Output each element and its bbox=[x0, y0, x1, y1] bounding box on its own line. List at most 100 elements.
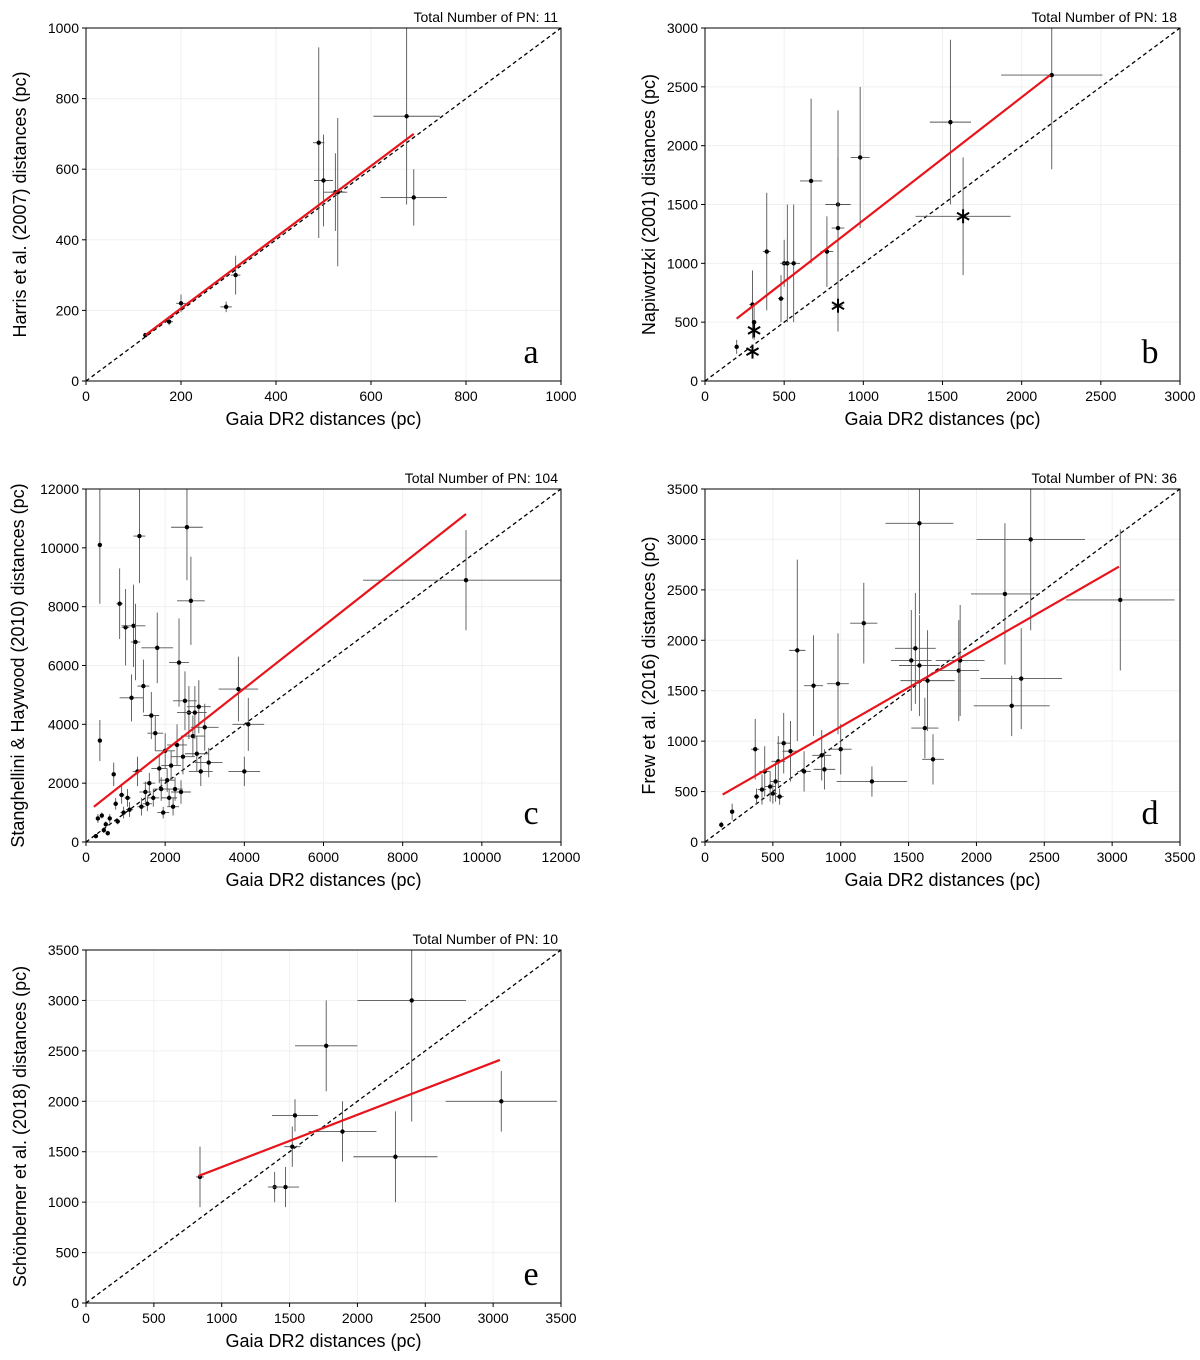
point-marker bbox=[192, 710, 198, 715]
data-point-c-24 bbox=[137, 659, 150, 713]
data-point-d-11 bbox=[776, 712, 791, 774]
data-point-c-37 bbox=[161, 789, 178, 807]
point-marker bbox=[153, 730, 158, 736]
point-marker bbox=[97, 738, 103, 743]
point-marker bbox=[778, 296, 784, 301]
y-tick-label: 4000 bbox=[48, 716, 79, 732]
y-tick-label: 1500 bbox=[667, 683, 698, 699]
point-marker bbox=[861, 620, 866, 626]
data-point-c-3 bbox=[97, 489, 103, 604]
plot-area bbox=[705, 28, 1180, 381]
data-point-d-6 bbox=[764, 771, 776, 802]
point-marker bbox=[164, 778, 170, 783]
y-tick-label: 2500 bbox=[48, 1043, 79, 1059]
total-count-label: Total Number of PN: 11 bbox=[414, 9, 559, 25]
point-marker bbox=[808, 178, 814, 184]
point-marker bbox=[1049, 72, 1054, 78]
x-axis-title: Gaia DR2 distances (pc) bbox=[225, 409, 421, 429]
data-point-d-20 bbox=[850, 582, 878, 664]
data-point-c-51 bbox=[184, 736, 209, 772]
star-point-b-3 bbox=[915, 157, 1011, 276]
fit-line bbox=[93, 513, 467, 808]
point-marker bbox=[174, 742, 180, 748]
data-point-c-48 bbox=[177, 556, 205, 645]
point-marker bbox=[869, 779, 875, 784]
total-count-label: Total Number of PN: 36 bbox=[1031, 470, 1177, 486]
data-point-d-21 bbox=[836, 766, 908, 797]
data-point-c-6 bbox=[103, 821, 108, 828]
data-point-c-33 bbox=[153, 777, 170, 801]
y-tick-label: 3500 bbox=[667, 481, 698, 497]
point-marker bbox=[838, 747, 843, 752]
data-point-d-8 bbox=[770, 761, 781, 802]
point-marker bbox=[909, 658, 914, 663]
point-marker bbox=[404, 114, 409, 119]
one-to-one-line bbox=[86, 489, 561, 842]
data-point-d-3 bbox=[753, 788, 760, 805]
data-point-c-56 bbox=[218, 656, 259, 722]
point-marker bbox=[176, 660, 182, 665]
point-marker bbox=[206, 760, 211, 765]
data-point-d-25 bbox=[885, 489, 954, 615]
y-tick-label: 0 bbox=[71, 373, 79, 389]
point-marker bbox=[770, 791, 776, 796]
point-marker bbox=[719, 822, 724, 828]
x-tick-label: 0 bbox=[82, 1310, 90, 1326]
data-point-d-23 bbox=[895, 592, 936, 704]
point-marker bbox=[801, 769, 807, 774]
data-point-c-20 bbox=[130, 603, 141, 681]
fit-line bbox=[144, 133, 415, 336]
y-tick-label: 2000 bbox=[48, 1093, 79, 1109]
point-marker bbox=[1002, 591, 1008, 597]
axes-frame bbox=[85, 27, 562, 382]
point-marker bbox=[107, 816, 112, 821]
chart-panel-c: 0 2000 4000 6000 8000 10000 12000 0 2000 4000 6000… bbox=[8, 470, 581, 890]
point-marker bbox=[160, 810, 166, 815]
data-point-a-4 bbox=[230, 255, 241, 295]
y-tick-label: 8000 bbox=[48, 599, 79, 615]
y-tick-label: 600 bbox=[56, 161, 80, 177]
axes-frame bbox=[704, 488, 1181, 843]
data-point-c-0 bbox=[93, 833, 99, 839]
x-tick-label: 0 bbox=[82, 388, 90, 404]
x-tick-label: 0 bbox=[701, 388, 709, 404]
data-point-d-26 bbox=[911, 697, 939, 759]
x-tick-label: 2000 bbox=[1006, 388, 1037, 404]
point-marker bbox=[125, 795, 130, 801]
y-tick-label: 1500 bbox=[667, 197, 698, 213]
chart-panel-b: 0 500 1000 1500 2000 2500 3000 0 500 1000 1500 2000… bbox=[639, 9, 1196, 429]
y-tick-label: 1500 bbox=[48, 1144, 79, 1160]
data-point-c-10 bbox=[113, 797, 119, 810]
point-marker bbox=[131, 623, 136, 628]
point-marker bbox=[101, 828, 107, 833]
x-tick-label: 1000 bbox=[206, 1310, 237, 1326]
data-point-c-12 bbox=[116, 568, 123, 640]
data-point-b-11 bbox=[831, 157, 845, 299]
y-axis-title: Harris et al. (2007) distances (pc) bbox=[10, 71, 30, 337]
data-point-e-2 bbox=[271, 1166, 300, 1208]
data-point-b-13 bbox=[929, 39, 971, 205]
data-point-a-1 bbox=[165, 318, 173, 326]
point-marker bbox=[795, 648, 800, 653]
data-point-c-29 bbox=[147, 789, 160, 807]
point-marker bbox=[166, 319, 172, 324]
y-tick-label: 2000 bbox=[48, 775, 79, 791]
x-tick-label: 3500 bbox=[1164, 849, 1195, 865]
x-tick-label: 3000 bbox=[1097, 849, 1128, 865]
x-axis-title: Gaia DR2 distances (pc) bbox=[844, 870, 1040, 890]
point-marker bbox=[103, 822, 108, 827]
point-marker bbox=[499, 1099, 504, 1104]
total-count-label: Total Number of PN: 104 bbox=[405, 470, 559, 486]
panel-letter: d bbox=[1142, 795, 1159, 832]
point-marker bbox=[292, 1113, 298, 1118]
data-point-d-1 bbox=[729, 803, 735, 820]
x-tick-label: 1500 bbox=[893, 849, 924, 865]
point-marker bbox=[767, 784, 773, 789]
point-marker bbox=[773, 779, 778, 784]
x-tick-label: 0 bbox=[701, 849, 709, 865]
data-point-d-13 bbox=[789, 559, 806, 742]
data-point-e-0 bbox=[195, 1146, 205, 1208]
x-tick-label: 2500 bbox=[1029, 849, 1060, 865]
y-axis-title: Frew et al. (2016) distances (pc) bbox=[639, 536, 659, 794]
point-marker bbox=[141, 683, 146, 689]
